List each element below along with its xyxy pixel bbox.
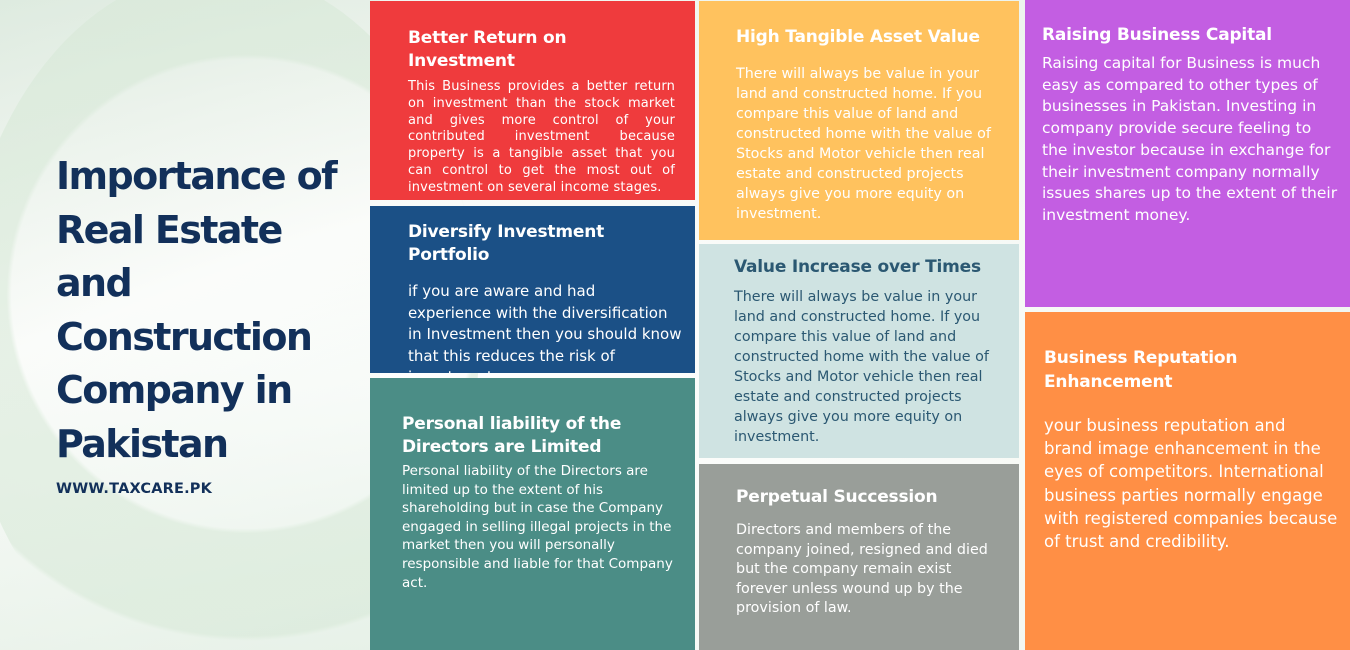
card-body: Personal liability of the Directors are … — [402, 463, 673, 591]
card-business-reputation: Business Reputation Enhancement your bus… — [1025, 312, 1350, 650]
card-tangible-asset: High Tangible Asset Value There will alw… — [699, 1, 1019, 240]
website-link[interactable]: WWW.TAXCARE.PK — [56, 481, 213, 497]
card-better-return: Better Return on Investment This Busines… — [370, 1, 695, 200]
card-perpetual-succession: Perpetual Succession Directors and membe… — [699, 464, 1019, 650]
card-title: Better Return on Investment — [408, 28, 567, 71]
card-title: High Tangible Asset Value — [736, 27, 980, 47]
card-body: if you are aware and had experience with… — [408, 282, 682, 373]
card-title: Personal liability of the Directors are … — [402, 414, 622, 457]
title-block: Importance of Real Estate and Constructi… — [56, 150, 356, 497]
card-body: Directors and members of the company joi… — [736, 522, 988, 616]
card-raising-capital: Raising Business Capital Raising capital… — [1025, 0, 1350, 307]
card-title: Raising Business Capital — [1042, 25, 1272, 45]
card-value-increase: Value Increase over Times There will alw… — [699, 244, 1019, 458]
card-body: There will always be value in your land … — [736, 66, 991, 222]
card-body: your business reputation and brand image… — [1044, 416, 1338, 552]
page-title: Importance of Real Estate and Constructi… — [56, 154, 338, 466]
card-diversify-portfolio: Diversify Investment Portfolio if you ar… — [370, 206, 695, 373]
card-title: Diversify Investment Portfolio — [408, 222, 605, 265]
card-personal-liability: Personal liability of the Directors are … — [370, 378, 695, 650]
card-title: Business Reputation Enhancement — [1044, 348, 1238, 392]
card-body: There will always be value in your land … — [734, 289, 989, 445]
card-title: Perpetual Succession — [736, 487, 938, 507]
card-body: Raising capital for Business is much eas… — [1042, 54, 1338, 224]
card-body: This Business provides a better return o… — [408, 79, 675, 195]
card-title: Value Increase over Times — [734, 257, 981, 277]
